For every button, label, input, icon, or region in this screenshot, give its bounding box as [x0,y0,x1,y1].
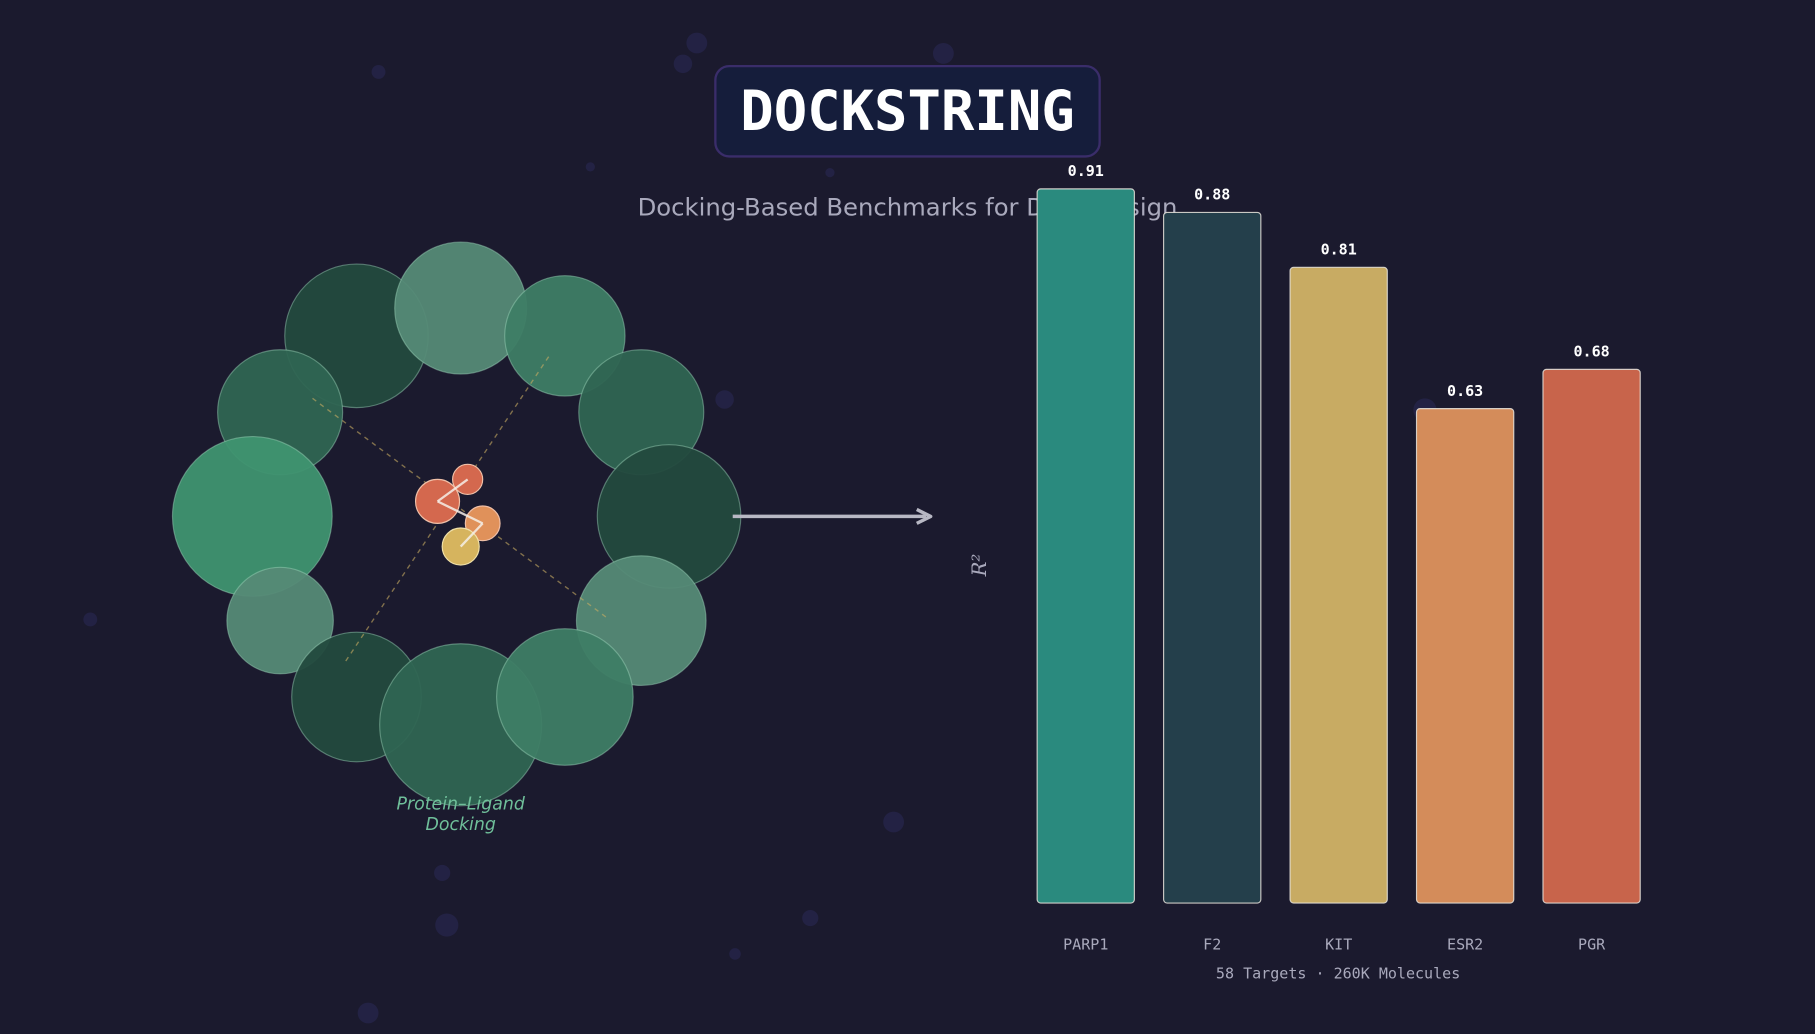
bonds [436,478,484,548]
value-label: 0.88 [1194,186,1230,204]
category-label: KIT [1325,935,1352,953]
diagram-label: Docking [425,815,495,835]
background-dots [83,32,1437,1024]
bar-chart: 0.91 PARP1 0.88 F2 0.81 KIT 0.63 ESR2 0.68 PGR [1036,162,1641,953]
value-label: 0.63 [1447,382,1483,400]
title-box [714,64,1101,158]
value-label: 0.81 [1321,241,1357,259]
interaction-lines [312,356,609,663]
category-label: PGR [1578,935,1606,953]
y-axis-label: R² [968,554,991,578]
category-label: PARP1 [1063,935,1108,953]
protein-residue [226,566,334,675]
bar-pgr [1542,368,1641,904]
protein-residue [171,435,333,597]
category-label: F2 [1203,935,1221,953]
protein-residue [504,275,626,397]
bar-kit [1289,266,1388,904]
diagram-label: Protein–Ligand [396,794,525,814]
protein-residue [495,628,634,766]
category-label: ESR2 [1447,935,1483,953]
protein-residue [394,241,528,375]
bar-parp1 [1036,188,1135,904]
arrow-icon [732,507,933,525]
bar-esr2 [1415,408,1515,904]
protein-ring [171,241,742,807]
value-label: 0.91 [1068,162,1104,180]
value-label: 0.68 [1573,343,1609,361]
chart-footnote: 58 Targets · 260K Molecules [1216,964,1460,982]
bar-f2 [1163,211,1262,904]
page-title: DOCKSTRING [740,79,1074,144]
ligand-molecule [414,463,501,566]
